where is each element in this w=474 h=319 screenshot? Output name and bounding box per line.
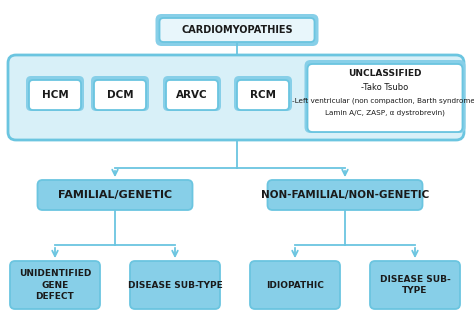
FancyBboxPatch shape (8, 55, 464, 140)
FancyBboxPatch shape (237, 80, 289, 110)
FancyBboxPatch shape (308, 64, 463, 132)
FancyBboxPatch shape (304, 60, 465, 133)
Text: UNIDENTIFIED
GENE
DEFECT: UNIDENTIFIED GENE DEFECT (19, 270, 91, 300)
Text: UNCLASSIFIED: UNCLASSIFIED (348, 70, 422, 78)
Text: -Left ventricular (non compaction, Barth syndrome,: -Left ventricular (non compaction, Barth… (292, 98, 474, 104)
Text: DCM: DCM (107, 90, 133, 100)
Text: CARDIOMYOPATHIES: CARDIOMYOPATHIES (181, 25, 293, 35)
FancyBboxPatch shape (29, 80, 81, 110)
FancyBboxPatch shape (130, 261, 220, 309)
FancyBboxPatch shape (26, 76, 84, 111)
FancyBboxPatch shape (166, 80, 218, 110)
Text: FAMILIAL/GENETIC: FAMILIAL/GENETIC (58, 190, 172, 200)
FancyBboxPatch shape (37, 180, 192, 210)
Text: HCM: HCM (42, 90, 68, 100)
FancyBboxPatch shape (234, 76, 292, 111)
FancyBboxPatch shape (163, 76, 221, 111)
FancyBboxPatch shape (94, 80, 146, 110)
Text: Lamin A/C, ZASP, α dystrobrevin): Lamin A/C, ZASP, α dystrobrevin) (325, 110, 445, 116)
FancyBboxPatch shape (250, 261, 340, 309)
FancyBboxPatch shape (370, 261, 460, 309)
FancyBboxPatch shape (155, 14, 319, 46)
FancyBboxPatch shape (91, 76, 149, 111)
Text: RCM: RCM (250, 90, 276, 100)
FancyBboxPatch shape (267, 180, 422, 210)
FancyBboxPatch shape (159, 18, 315, 42)
Text: -Tako Tsubo: -Tako Tsubo (361, 84, 409, 93)
Text: DISEASE SUB-
TYPE: DISEASE SUB- TYPE (380, 275, 450, 295)
FancyBboxPatch shape (10, 261, 100, 309)
Text: ARVC: ARVC (176, 90, 208, 100)
Text: DISEASE SUB-TYPE: DISEASE SUB-TYPE (128, 280, 222, 290)
Text: NON-FAMILIAL/NON-GENETIC: NON-FAMILIAL/NON-GENETIC (261, 190, 429, 200)
Text: IDIOPATHIC: IDIOPATHIC (266, 280, 324, 290)
